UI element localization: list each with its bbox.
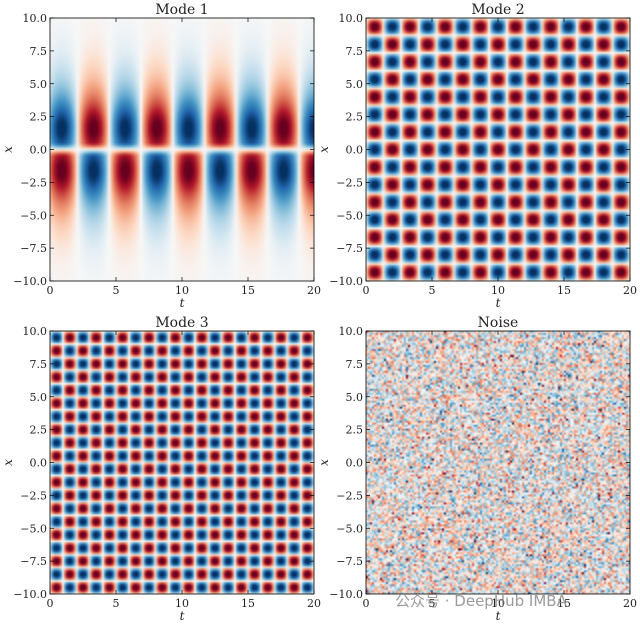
y-tick-label: 5.0 [30,78,48,91]
x-tick-label: 10 [175,284,189,297]
y-tick-label: 5.0 [346,391,364,404]
x-axis-label: t [496,296,501,310]
y-tick-label: 7.5 [30,45,48,58]
x-tick-label: 15 [241,597,255,610]
heatmap-mode-3 [50,331,314,594]
heatmap-mode-2 [366,18,630,281]
y-axis-label: x [317,146,331,153]
y-tick-label: 2.5 [346,111,364,124]
panel-mode-2: Mode 2 0 5 10 15 20 10.0 7.5 5.0 2.5 0.0 −2.5 −5.0 −7… [317,2,637,310]
y-tick-label: 0.0 [346,144,364,157]
y-tick-label: −5.0 [20,209,47,222]
x-tick-label: 5 [429,597,436,610]
x-tick-label: 0 [47,284,54,297]
y-tick-label: 7.5 [346,45,364,58]
x-tick-label: 10 [175,597,189,610]
y-tick-label: 7.5 [346,358,364,371]
y-tick-label: 7.5 [30,358,48,371]
y-tick-label: −7.5 [336,242,363,255]
y-tick-label: 2.5 [346,424,364,437]
panel-title: Mode 1 [155,2,208,18]
heatmap-noise [366,331,630,594]
x-tick-label: 15 [557,597,571,610]
y-axis-label: x [317,459,331,466]
y-tick-label: 0.0 [346,457,364,470]
x-axis-label: t [180,609,185,623]
y-tick-label: −10.0 [13,275,47,288]
x-tick-label: 0 [363,597,370,610]
panel-title: Noise [478,315,519,331]
panel-mode-1: Mode 1 0 5 10 15 20 10.0 7.5 5.0 2.5 0.0 −2.5 −5.0 −7… [1,2,321,310]
x-axis-label: t [180,296,185,310]
y-tick-label: −10.0 [13,588,47,601]
y-tick-label: 0.0 [30,457,48,470]
y-tick-label: 10.0 [339,12,364,25]
y-tick-label: 10.0 [23,325,48,338]
y-tick-label: 5.0 [30,391,48,404]
y-tick-label: −2.5 [336,176,363,189]
y-tick-label: 5.0 [346,78,364,91]
y-tick-label: −7.5 [20,555,47,568]
y-tick-label: −7.5 [336,555,363,568]
y-tick-label: −5.0 [336,209,363,222]
panel-title: Mode 3 [155,315,208,331]
x-tick-label: 20 [623,284,637,297]
x-tick-label: 20 [623,597,637,610]
x-tick-label: 0 [47,597,54,610]
y-tick-label: 10.0 [339,325,364,338]
y-tick-label: 2.5 [30,111,48,124]
heatmap-mode-1 [50,18,314,281]
y-tick-label: −5.0 [20,522,47,535]
panel-noise: Noise 0 5 10 15 20 10.0 7.5 5.0 2.5 0.0 −2.5 −5.0 −7.… [317,315,637,623]
y-axis-label: x [1,459,15,466]
y-tick-label: 2.5 [30,424,48,437]
x-tick-label: 5 [429,284,436,297]
panel-mode-3: Mode 3 0 5 10 15 20 10.0 7.5 5.0 2.5 0.0 −2.5 −5.0 −7… [1,315,321,623]
watermark-text: 公众号 · DeepHub IMBA [395,592,568,610]
y-tick-label: −7.5 [20,242,47,255]
y-tick-label: 0.0 [30,144,48,157]
x-tick-label: 10 [491,284,505,297]
y-tick-label: −2.5 [20,176,47,189]
x-tick-label: 10 [491,597,505,610]
x-tick-label: 20 [307,284,321,297]
x-tick-label: 15 [241,284,255,297]
y-tick-label: −10.0 [329,588,363,601]
x-tick-label: 15 [557,284,571,297]
panel-title: Mode 2 [471,2,524,18]
y-tick-label: −2.5 [20,489,47,502]
y-tick-label: −10.0 [329,275,363,288]
y-tick-label: 10.0 [23,12,48,25]
x-tick-label: 5 [113,284,120,297]
x-axis-label: t [496,609,501,623]
y-axis-label: x [1,146,15,153]
x-tick-label: 5 [113,597,120,610]
x-tick-label: 20 [307,597,321,610]
y-tick-label: −2.5 [336,489,363,502]
x-tick-label: 0 [363,284,370,297]
y-tick-label: −5.0 [336,522,363,535]
